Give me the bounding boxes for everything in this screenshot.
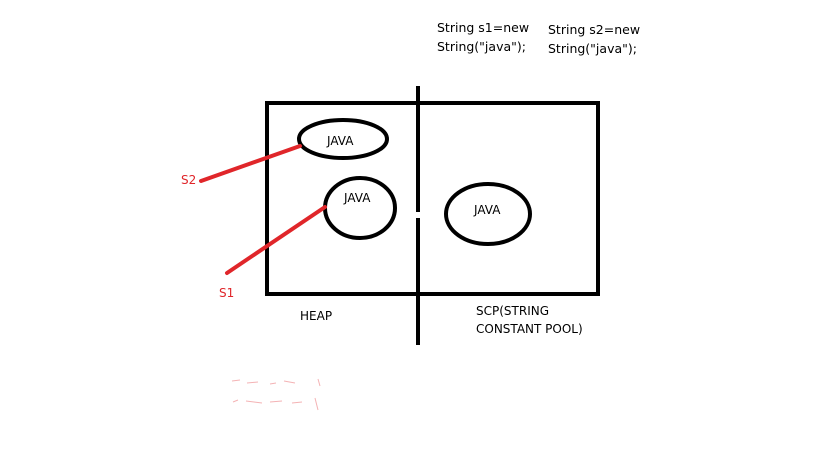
code-s1-line2: String("java"); (437, 39, 526, 54)
heap-object-s2-label: JAVA (326, 134, 354, 148)
scp-object-label: JAVA (473, 203, 501, 217)
code-s2-line1: String s2=new (548, 22, 640, 37)
scp-label-line2: CONSTANT POOL) (476, 322, 583, 336)
reference-line-s2 (201, 146, 300, 181)
reference-label-s2: S2 (181, 173, 196, 187)
heap-object-s1 (325, 178, 395, 238)
code-s2-line2: String("java"); (548, 41, 637, 56)
faint-scribble (232, 379, 320, 410)
memory-box (267, 103, 598, 294)
heap-object-s1-label: JAVA (343, 191, 371, 205)
code-s1-line1: String s1=new (437, 20, 529, 35)
reference-label-s1: S1 (219, 286, 234, 300)
scp-label-line1: SCP(STRING (476, 304, 549, 318)
heap-label: HEAP (300, 309, 332, 323)
reference-line-s1 (227, 207, 325, 273)
